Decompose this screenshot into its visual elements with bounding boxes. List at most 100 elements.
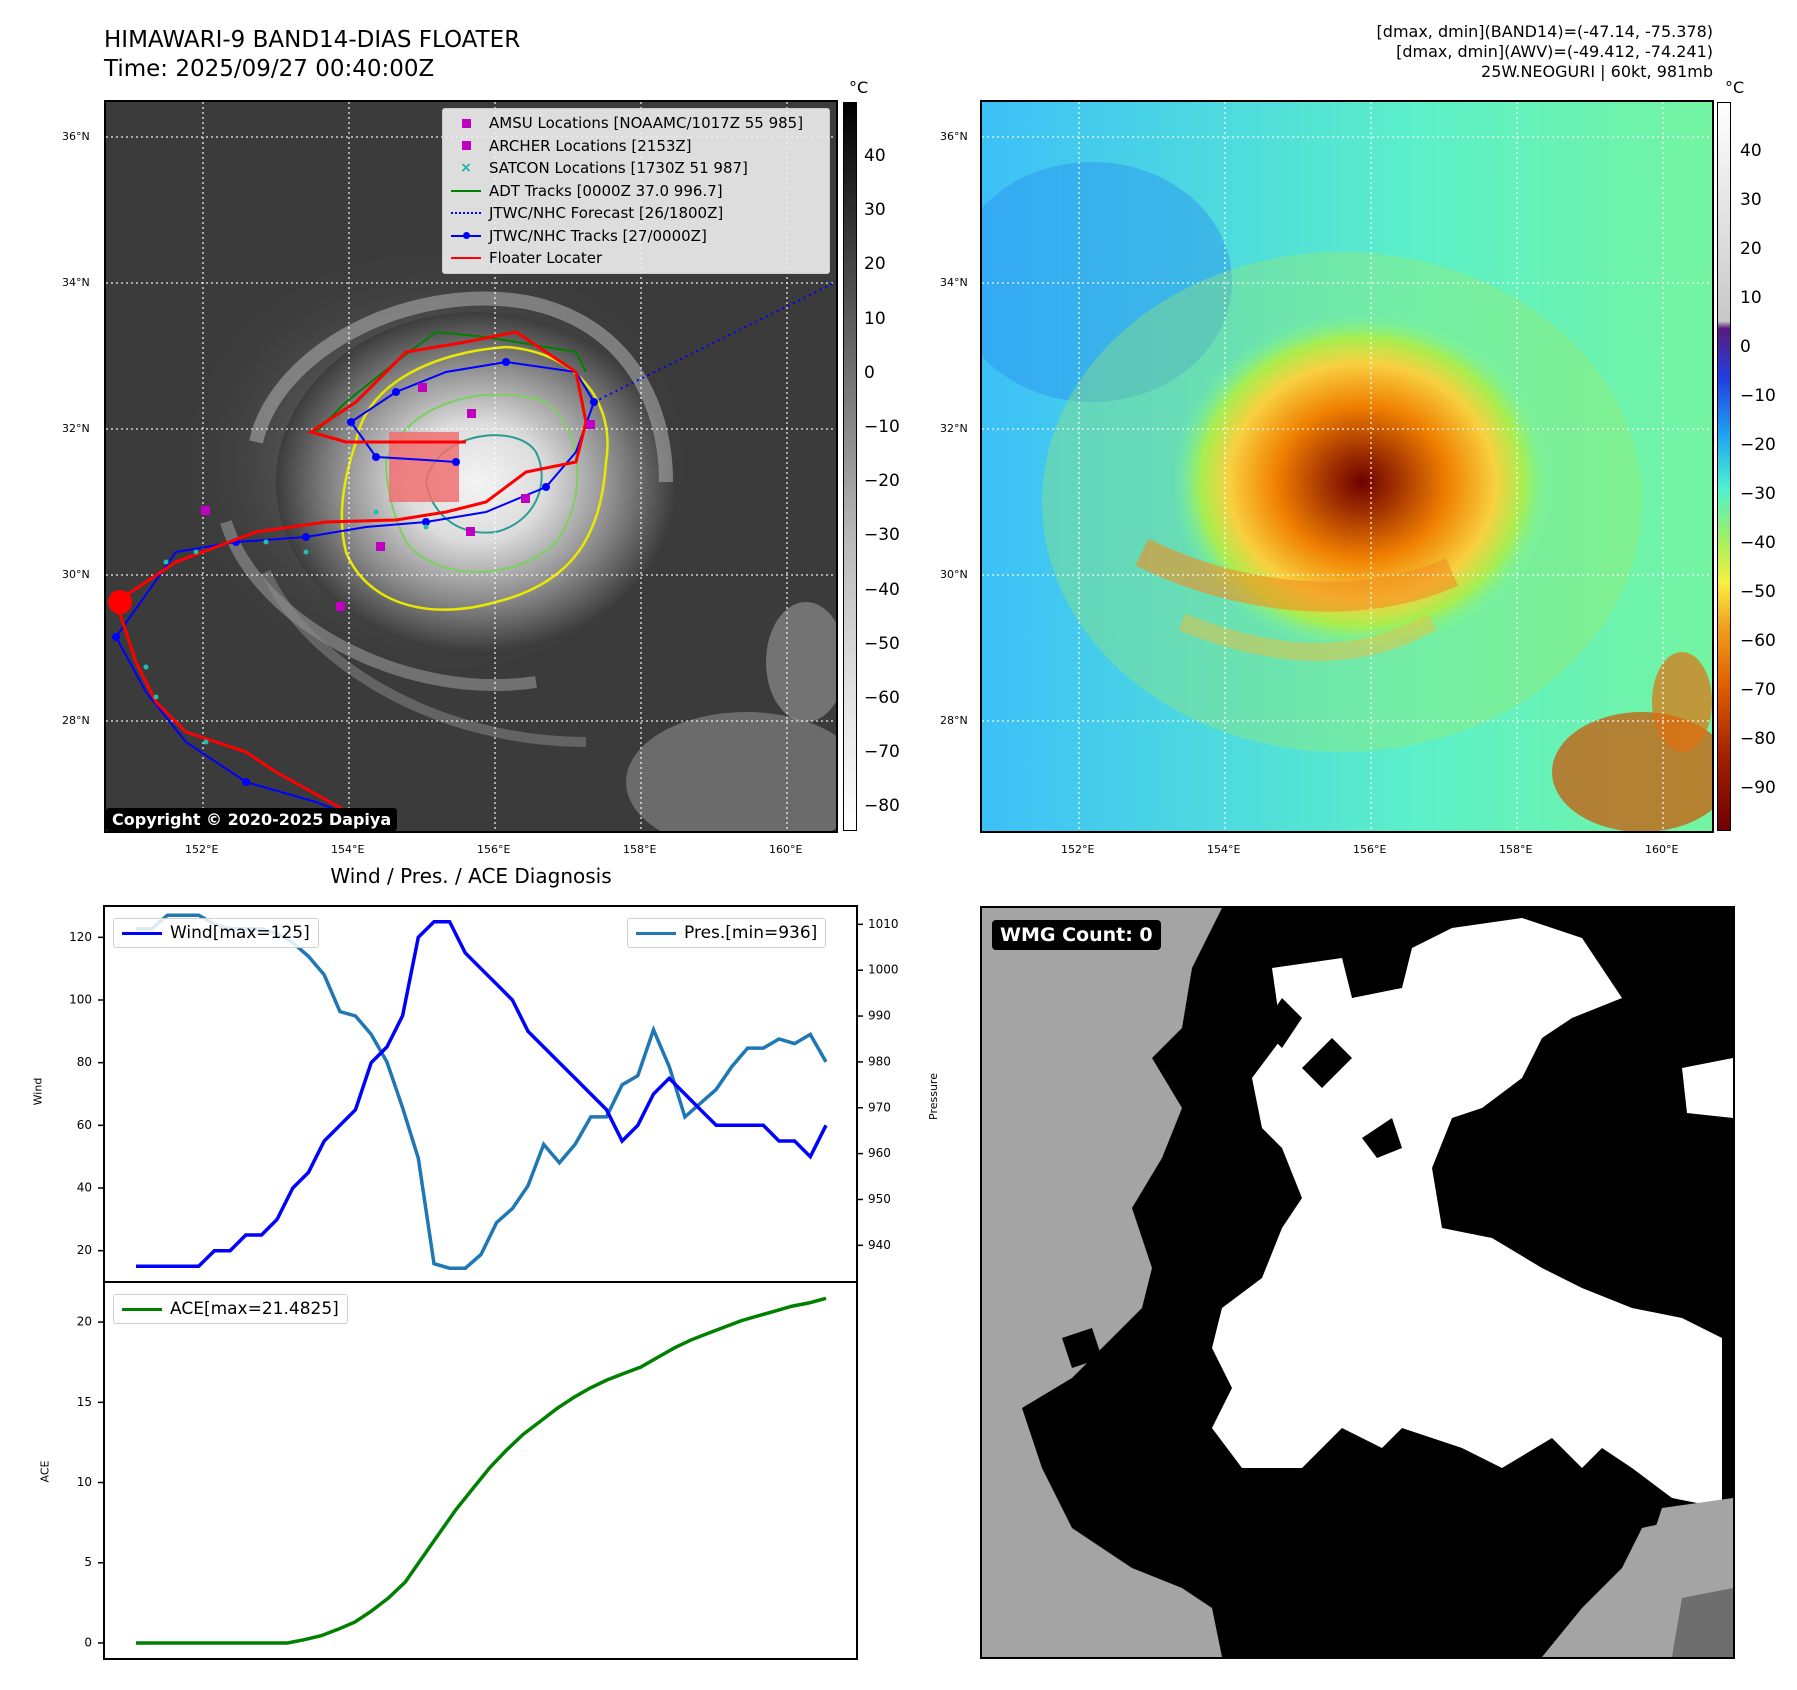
- pressure-tick-label: 980: [868, 1054, 891, 1068]
- wind-legend-label: Wind[max=125]: [170, 923, 310, 943]
- ace-axis-label: ACE: [38, 1460, 52, 1483]
- longitude-tick-label: 158°E: [1499, 843, 1533, 856]
- wind-axis-label: Wind: [31, 1077, 45, 1106]
- pressure-tick-label: 990: [868, 1009, 891, 1023]
- map-legend-symbol: [443, 189, 489, 192]
- longitude-tick-label: 152°E: [1061, 843, 1095, 856]
- color-colorbar-tick: 30: [1740, 190, 1762, 210]
- map-legend-symbol: [443, 141, 489, 151]
- longitude-tick-label: 154°E: [331, 843, 365, 856]
- map-legend-symbol: ×: [460, 160, 472, 177]
- pressure-tick-label: 950: [868, 1192, 891, 1206]
- grayscale-colorbar-tick: −40: [864, 579, 900, 600]
- map-legend-label: ARCHER Locations [2153Z]: [489, 136, 692, 155]
- wind-legend: Wind[max=125]: [113, 918, 319, 948]
- ace-frame: [103, 1281, 858, 1660]
- latitude-tick-label: 32°N: [940, 422, 968, 435]
- color-colorbar-tick: 20: [1740, 239, 1762, 259]
- latitude-tick-label: 30°N: [940, 568, 968, 581]
- map-legend-item: × SATCON Locations [1730Z 51 987]: [443, 157, 829, 180]
- title-line-satellite: HIMAWARI-9 BAND14-DIAS FLOATER: [104, 27, 521, 53]
- diagnosis-title: Wind / Pres. / ACE Diagnosis: [330, 864, 612, 888]
- map-legend-label: Floater Locater: [489, 249, 603, 268]
- longitude-tick-label: 152°E: [185, 843, 219, 856]
- info-storm-name: 25W.NEOGURI | 60kt, 981mb: [1481, 62, 1713, 81]
- map-legend-label: JTWC/NHC Tracks [27/0000Z]: [489, 226, 707, 245]
- grayscale-colorbar-tick: −20: [864, 471, 900, 492]
- grayscale-colorbar-tick: 20: [864, 254, 886, 275]
- ace-legend-swatch: [122, 1307, 162, 1311]
- map-legend-symbol: [443, 231, 489, 239]
- wmg-count-badge: WMG Count: 0: [992, 920, 1161, 950]
- ace-tick-label: 0: [84, 1635, 92, 1649]
- wind-tick-label: 40: [77, 1181, 92, 1195]
- color-colorbar-tick: −70: [1740, 680, 1776, 700]
- ir-color-image: [982, 102, 1712, 831]
- copyright-label: Copyright © 2020-2025 Dapiya: [106, 808, 398, 831]
- color-colorbar-tick: −20: [1740, 435, 1776, 455]
- wind-tick-label: 60: [77, 1118, 92, 1132]
- pressure-tick-label: 1010: [868, 917, 899, 931]
- ir-color-enhanced-map: [980, 100, 1714, 833]
- wind-tick-label: 120: [69, 930, 92, 944]
- color-colorbar-tick: −30: [1740, 484, 1776, 504]
- wind-pressure-frame: [103, 905, 858, 1283]
- color-colorbar-unit: °C: [1725, 78, 1745, 97]
- ace-series-line: [136, 1296, 827, 1645]
- map-legend-label: JTWC/NHC Forecast [26/1800Z]: [489, 204, 724, 223]
- longitude-tick-label: 160°E: [769, 843, 803, 856]
- wind-series-line: [136, 919, 828, 1269]
- wmg-panel: WMG Count: 0: [980, 906, 1735, 1659]
- grayscale-colorbar-tick: −30: [864, 525, 900, 546]
- info-awv-range: [dmax, dmin](AWV)=(-49.412, -74.241): [1396, 42, 1713, 61]
- ir-grayscale-map: AMSU Locations [NOAAMC/1017Z 55 985] ARCH…: [104, 100, 838, 833]
- color-colorbar-tick: 0: [1740, 337, 1751, 357]
- pressure-tick-label: 970: [868, 1100, 891, 1114]
- pressure-tick-label: 960: [868, 1146, 891, 1160]
- grayscale-colorbar-tick: −70: [864, 742, 900, 763]
- color-colorbar-tick: −50: [1740, 582, 1776, 602]
- color-colorbar-tick: −90: [1740, 778, 1776, 798]
- color-colorbar-tick: −40: [1740, 533, 1776, 553]
- map-legend-item: Floater Locater: [443, 247, 829, 270]
- ace-tick-label: 20: [77, 1315, 92, 1329]
- wind-tick-label: 20: [77, 1243, 92, 1257]
- color-colorbar-tick: 40: [1740, 141, 1762, 161]
- color-colorbar: [1717, 102, 1731, 831]
- map-legend-symbol: [443, 212, 489, 215]
- map-legend: AMSU Locations [NOAAMC/1017Z 55 985] ARCH…: [442, 108, 830, 274]
- wind-tick-label: 100: [69, 993, 92, 1007]
- wind-legend-swatch: [122, 931, 162, 935]
- grayscale-colorbar-unit: °C: [849, 78, 869, 97]
- storm-info: [dmax, dmin](BAND14)=(-47.14, -75.378) […: [1377, 22, 1713, 82]
- grayscale-colorbar-tick: −60: [864, 688, 900, 708]
- grayscale-colorbar-tick: −10: [864, 417, 900, 437]
- map-legend-item: ARCHER Locations [2153Z]: [443, 135, 829, 158]
- color-colorbar-tick: −10: [1740, 386, 1776, 406]
- ace-tick-label: 5: [84, 1555, 92, 1569]
- pressure-axis-label: Pressure: [926, 1073, 940, 1120]
- ace-legend-label: ACE[max=21.4825]: [170, 1299, 339, 1319]
- pressure-tick-label: 940: [868, 1238, 891, 1252]
- longitude-tick-label: 156°E: [1353, 843, 1387, 856]
- pressure-legend-label: Pres.[min=936]: [684, 923, 818, 943]
- grayscale-colorbar-tick: 10: [864, 308, 886, 329]
- color-colorbar-tick: −60: [1740, 631, 1776, 651]
- pressure-legend-swatch: [636, 931, 676, 935]
- latitude-tick-label: 34°N: [62, 276, 90, 289]
- figure-title: HIMAWARI-9 BAND14-DIAS FLOATER Time: 202…: [104, 26, 520, 84]
- grayscale-colorbar-tick: 0: [864, 362, 875, 383]
- ace-legend: ACE[max=21.4825]: [113, 1294, 348, 1324]
- color-colorbar-tick: 10: [1740, 288, 1762, 308]
- latitude-tick-label: 34°N: [940, 276, 968, 289]
- latitude-tick-label: 36°N: [62, 130, 90, 143]
- wind-tick-label: 80: [77, 1055, 92, 1069]
- grayscale-colorbar-tick: −80: [864, 796, 900, 817]
- map-legend-symbol: [443, 118, 489, 128]
- info-band14-range: [dmax, dmin](BAND14)=(-47.14, -75.378): [1376, 22, 1713, 41]
- grayscale-colorbar-tick: 40: [864, 146, 886, 166]
- latitude-tick-label: 28°N: [940, 714, 968, 727]
- map-legend-symbol: [443, 257, 489, 260]
- grayscale-colorbar-tick: −50: [864, 633, 900, 654]
- longitude-tick-label: 158°E: [623, 843, 657, 856]
